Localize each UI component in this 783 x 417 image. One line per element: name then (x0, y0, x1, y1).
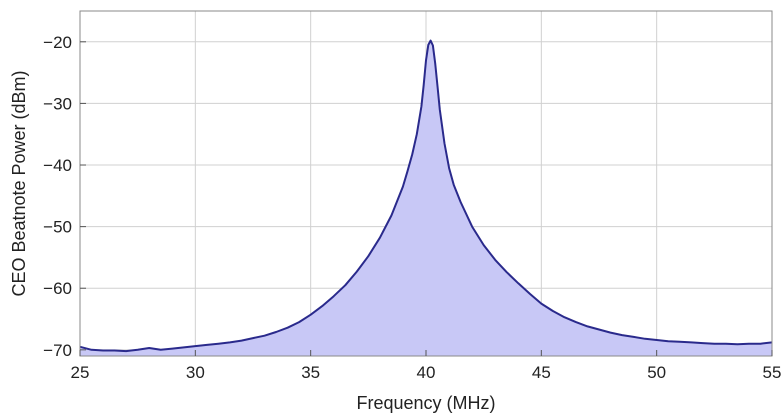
y-axis-ticks: −20 −30 −40 −50 −60 −70 (43, 33, 86, 360)
x-tick-label: 25 (71, 363, 90, 382)
x-tick-label: 55 (763, 363, 782, 382)
y-tick-label: −70 (43, 341, 72, 360)
x-tick-label: 45 (532, 363, 551, 382)
y-tick-label: −20 (43, 33, 72, 52)
area-fill (80, 40, 772, 356)
x-tick-label: 40 (417, 363, 436, 382)
y-tick-label: −50 (43, 218, 72, 237)
y-axis-label: CEO Beatnote Power (dBm) (9, 70, 29, 296)
y-tick-label: −60 (43, 279, 72, 298)
data-area (79, 39, 773, 356)
x-tick-label: 50 (647, 363, 666, 382)
x-axis-label: Frequency (MHz) (356, 393, 495, 413)
x-axis-ticks: 25 30 35 40 45 50 55 (71, 350, 782, 382)
y-tick-label: −30 (43, 94, 72, 113)
x-tick-label: 35 (301, 363, 320, 382)
y-tick-label: −40 (43, 156, 72, 175)
x-tick-label: 30 (186, 363, 205, 382)
series-line (79, 39, 773, 353)
